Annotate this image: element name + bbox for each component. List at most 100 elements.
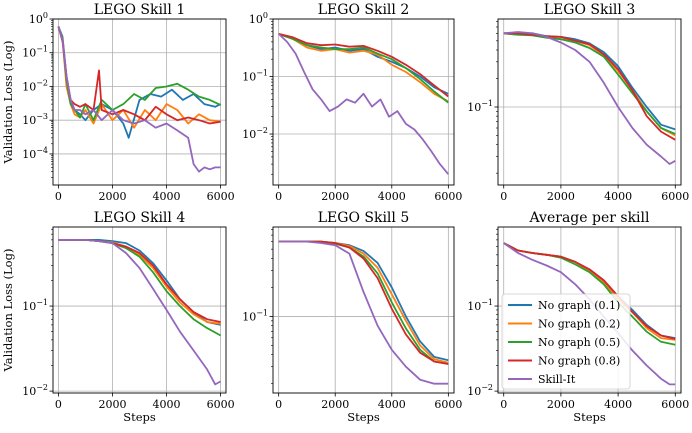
series-line-no-graph-0-5 <box>278 33 449 104</box>
x-tick-label: 2000 <box>321 398 349 411</box>
subplot-title: LEGO Skill 1 <box>94 2 186 18</box>
legend-label: No graph (0.2) <box>538 318 620 331</box>
x-tick-label: 4000 <box>153 190 181 203</box>
y-tick-base: 10 <box>22 385 36 398</box>
y-tick-base: 10 <box>242 310 256 323</box>
series-line-no-graph-0-5 <box>57 26 221 122</box>
y-tick-exponent: −1 <box>256 308 268 317</box>
series-lines <box>503 31 676 165</box>
x-tick-label: 6000 <box>434 190 462 203</box>
plot-frame <box>272 18 455 186</box>
subplot-5: 0 2000 4000 6000 10−1 LEGO Skill 5 Steps <box>242 210 462 424</box>
plot-frame <box>497 18 682 186</box>
y-tick-exponent: −1 <box>36 45 48 54</box>
y-tick-base: 10 <box>467 300 481 313</box>
x-axis-label: Steps <box>573 410 606 424</box>
series-line-no-graph-0-8 <box>503 32 676 141</box>
x-tick-label: 6000 <box>434 398 462 411</box>
y-tick-base: 10 <box>22 148 36 161</box>
x-tick-label: 2000 <box>98 398 126 411</box>
y-tick-label: 10−2 <box>242 126 268 141</box>
x-axis-label: Steps <box>347 410 380 424</box>
y-tick-label: 10−1 <box>22 298 48 313</box>
y-tick-exponent: −1 <box>36 298 48 307</box>
legend-label: No graph (0.8) <box>538 355 620 368</box>
y-tick-base: 10 <box>242 128 256 141</box>
y-tick-label: 100 <box>29 11 48 26</box>
y-tick-exponent: 0 <box>263 11 268 20</box>
y-tick-label: 100 <box>249 11 268 26</box>
y-tick-exponent: −4 <box>36 146 48 155</box>
x-tick-label: 0 <box>275 398 282 411</box>
y-tick-label: 10−1 <box>242 69 268 84</box>
series-lines <box>58 239 222 386</box>
subplot-title: LEGO Skill 5 <box>318 210 410 226</box>
y-tick-base: 10 <box>22 114 36 127</box>
legend: No graph (0.1) No graph (0.2) No graph (0.… <box>501 293 631 390</box>
subplot-title: LEGO Skill 2 <box>318 2 410 18</box>
x-tick-label: 6000 <box>207 190 235 203</box>
plot-frame <box>52 18 227 186</box>
x-tick-label: 4000 <box>378 190 406 203</box>
y-tick-exponent: −2 <box>481 383 493 392</box>
plot-frame <box>52 226 227 394</box>
y-tick-label: 10−2 <box>22 78 48 93</box>
y-tick-base: 10 <box>467 101 481 114</box>
x-tick-label: 0 <box>55 398 62 411</box>
x-tick-label: 0 <box>500 190 507 203</box>
series-line-no-graph-0-2 <box>278 33 449 103</box>
x-tick-label: 4000 <box>378 398 406 411</box>
legend-label: Skill-It <box>538 373 576 386</box>
x-tick-label: 2000 <box>98 190 126 203</box>
x-tick-label: 4000 <box>604 190 632 203</box>
legend-label: No graph (0.1) <box>538 299 620 312</box>
subplot-title: LEGO Skill 3 <box>544 2 636 18</box>
y-tick-base: 10 <box>29 13 43 26</box>
y-tick-exponent: −2 <box>256 126 268 135</box>
series-line-no-graph-0-8 <box>278 33 449 98</box>
y-tick-label: 10−1 <box>467 298 493 313</box>
y-tick-label: 10−4 <box>22 146 48 161</box>
y-tick-label: 10−1 <box>242 308 268 323</box>
series-line-skill-it <box>278 33 449 175</box>
y-tick-base: 10 <box>467 385 481 398</box>
y-tick-exponent: −2 <box>36 383 48 392</box>
series-lines <box>57 26 222 173</box>
x-tick-label: 0 <box>500 398 507 411</box>
y-tick-label: 10−3 <box>22 112 48 127</box>
y-tick-label: 10−1 <box>467 99 493 114</box>
gridlines <box>53 18 226 185</box>
y-tick-base: 10 <box>22 47 36 60</box>
x-tick-label: 2000 <box>547 398 575 411</box>
x-tick-label: 4000 <box>604 398 632 411</box>
y-tick-label: 10−1 <box>22 45 48 60</box>
series-lines <box>278 33 449 175</box>
series-line-skill-it <box>58 239 222 386</box>
plot-area <box>498 19 681 185</box>
subplot-3: 0 2000 4000 6000 10−1 LEGO Skill 3 <box>467 2 689 203</box>
x-tick-label: 4000 <box>153 398 181 411</box>
subplot-title: LEGO Skill 4 <box>94 210 186 226</box>
x-tick-label: 6000 <box>207 398 235 411</box>
y-tick-exponent: −1 <box>481 99 493 108</box>
x-tick-label: 2000 <box>321 190 349 203</box>
y-tick-label: 10−2 <box>467 383 493 398</box>
y-tick-base: 10 <box>22 300 36 313</box>
x-tick-label: 0 <box>275 190 282 203</box>
y-tick-base: 10 <box>242 71 256 84</box>
y-tick-exponent: −2 <box>36 78 48 87</box>
plot-frame <box>272 226 455 394</box>
y-tick-exponent: −3 <box>36 112 48 121</box>
x-tick-label: 2000 <box>547 190 575 203</box>
x-tick-label: 0 <box>55 190 62 203</box>
y-tick-base: 10 <box>249 13 263 26</box>
series-line-skill-it <box>503 31 676 165</box>
y-axis-label: Validation Loss (Log) <box>1 41 15 165</box>
plot-area <box>53 227 226 393</box>
